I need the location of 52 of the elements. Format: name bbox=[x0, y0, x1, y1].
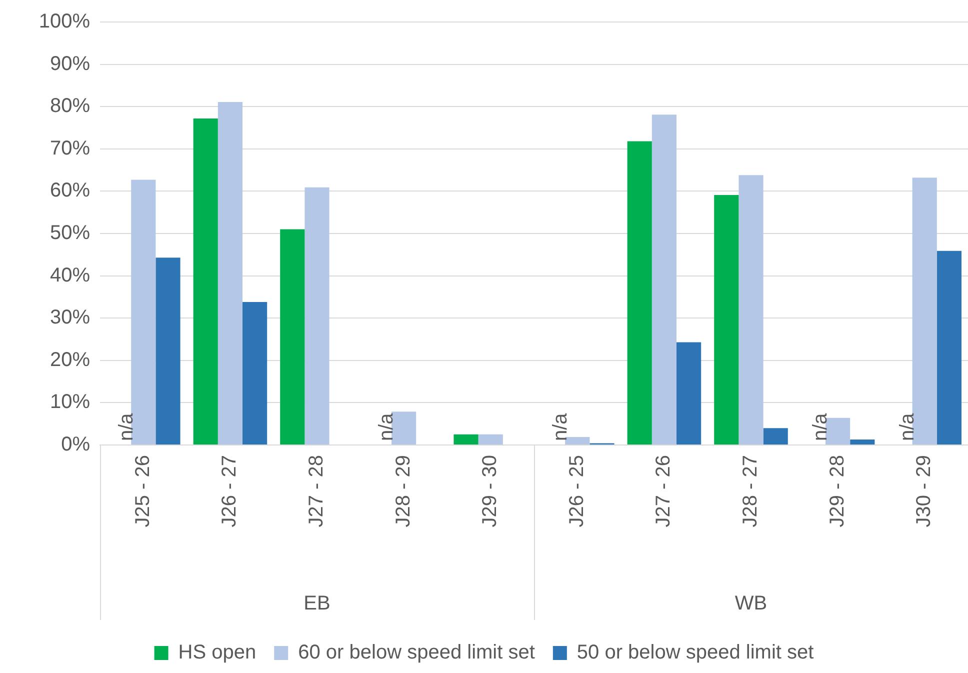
bar bbox=[627, 141, 652, 444]
bar bbox=[156, 258, 180, 444]
bar bbox=[912, 178, 937, 444]
text: WB bbox=[734, 592, 768, 615]
x-tick-label: J29 - 28 bbox=[826, 455, 848, 528]
x-tick-label: J28 - 27 bbox=[740, 455, 762, 528]
bar bbox=[193, 118, 218, 444]
legend-label: HS open bbox=[178, 642, 256, 664]
annotation: n/a bbox=[376, 412, 398, 441]
x-tick-label: J27 - 26 bbox=[652, 455, 675, 528]
bar bbox=[454, 434, 478, 444]
bar bbox=[280, 229, 305, 444]
x-tick-label: J30 - 29 bbox=[913, 455, 936, 528]
bar bbox=[714, 195, 739, 444]
y-tick-label: 20% bbox=[50, 348, 90, 371]
y-tick-label: 70% bbox=[50, 137, 90, 160]
bar bbox=[242, 302, 268, 444]
x-tick-label: J26 - 25 bbox=[566, 455, 588, 528]
x-tick-label: J26 - 27 bbox=[218, 455, 241, 528]
annotation: n/a bbox=[115, 412, 138, 441]
legend-label: 60 or below speed limit set bbox=[298, 642, 536, 664]
bar bbox=[392, 412, 416, 444]
bar bbox=[936, 250, 962, 444]
y-tick-label: 60% bbox=[50, 180, 90, 202]
bar bbox=[850, 440, 875, 444]
bar bbox=[738, 175, 764, 444]
y-tick-label: 10% bbox=[50, 391, 90, 414]
bar bbox=[763, 428, 788, 444]
bar bbox=[478, 434, 503, 444]
bar bbox=[652, 114, 676, 444]
y-tick-label: 30% bbox=[50, 306, 90, 329]
y-tick-label: 100% bbox=[38, 10, 90, 33]
bar bbox=[676, 342, 702, 444]
y-tick-label: 90% bbox=[50, 52, 90, 75]
y-tick-label: 0% bbox=[61, 434, 90, 456]
bar bbox=[826, 418, 850, 444]
x-tick-label: J25 - 26 bbox=[132, 455, 154, 528]
bar bbox=[565, 436, 590, 444]
x-tick-label: J27 - 28 bbox=[306, 455, 328, 528]
y-tick-label: 80% bbox=[50, 95, 90, 118]
bar bbox=[131, 180, 156, 444]
x-tick-label: J28 - 29 bbox=[392, 455, 414, 528]
x-tick-label: J29 - 30 bbox=[479, 455, 502, 528]
bar bbox=[218, 102, 242, 444]
bar bbox=[304, 187, 330, 444]
y-tick-label: 40% bbox=[50, 264, 90, 286]
annotation: n/a bbox=[896, 412, 919, 441]
legend-label: 50 or below speed limit set bbox=[576, 642, 814, 664]
text: EB bbox=[304, 592, 330, 615]
y-tick-label: 50% bbox=[50, 222, 90, 244]
annotation: n/a bbox=[549, 412, 572, 441]
annotation: n/a bbox=[810, 412, 832, 441]
